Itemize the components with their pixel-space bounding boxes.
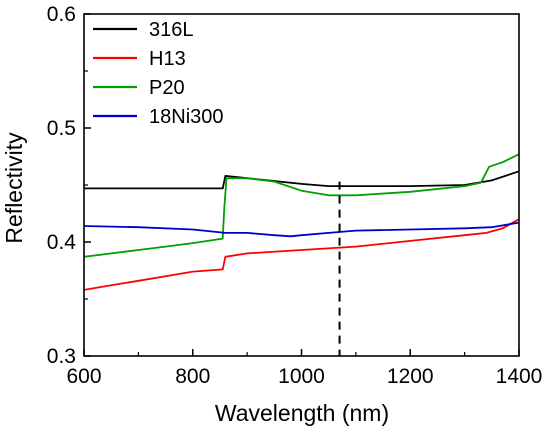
legend-label-h13: H13 [149,48,186,70]
y-tick-label: 0.3 [47,345,76,368]
y-tick-label: 0.6 [47,3,76,26]
series-line-p20 [83,153,520,258]
legend-label-18ni300: 18Ni300 [149,106,224,128]
x-tick-label: 1400 [496,365,543,388]
y-tick-label: 0.5 [47,117,76,140]
legend-label-316l: 316L [149,19,194,41]
x-tick-label: 600 [66,365,101,388]
series-line-h13 [83,218,520,291]
x-tick-label: 1200 [387,365,434,388]
axis-ticks [83,13,520,357]
y-axis-title: Reflectivity [1,132,27,244]
legend: 316L H13 P20 18Ni300 [93,19,224,128]
x-axis-title: Wavelength (nm) [215,400,389,426]
y-tick-label: 0.4 [47,231,77,254]
x-tick-label: 800 [175,365,210,388]
tick-labels: 600 800 1000 1200 1400 0.3 0.4 0.5 0.6 [47,3,543,388]
x-tick-label: 1000 [278,365,325,388]
series-line-18ni300 [83,221,520,238]
plot-lines [83,153,520,291]
legend-label-p20: P20 [149,77,185,99]
series-line-316l [84,170,520,190]
